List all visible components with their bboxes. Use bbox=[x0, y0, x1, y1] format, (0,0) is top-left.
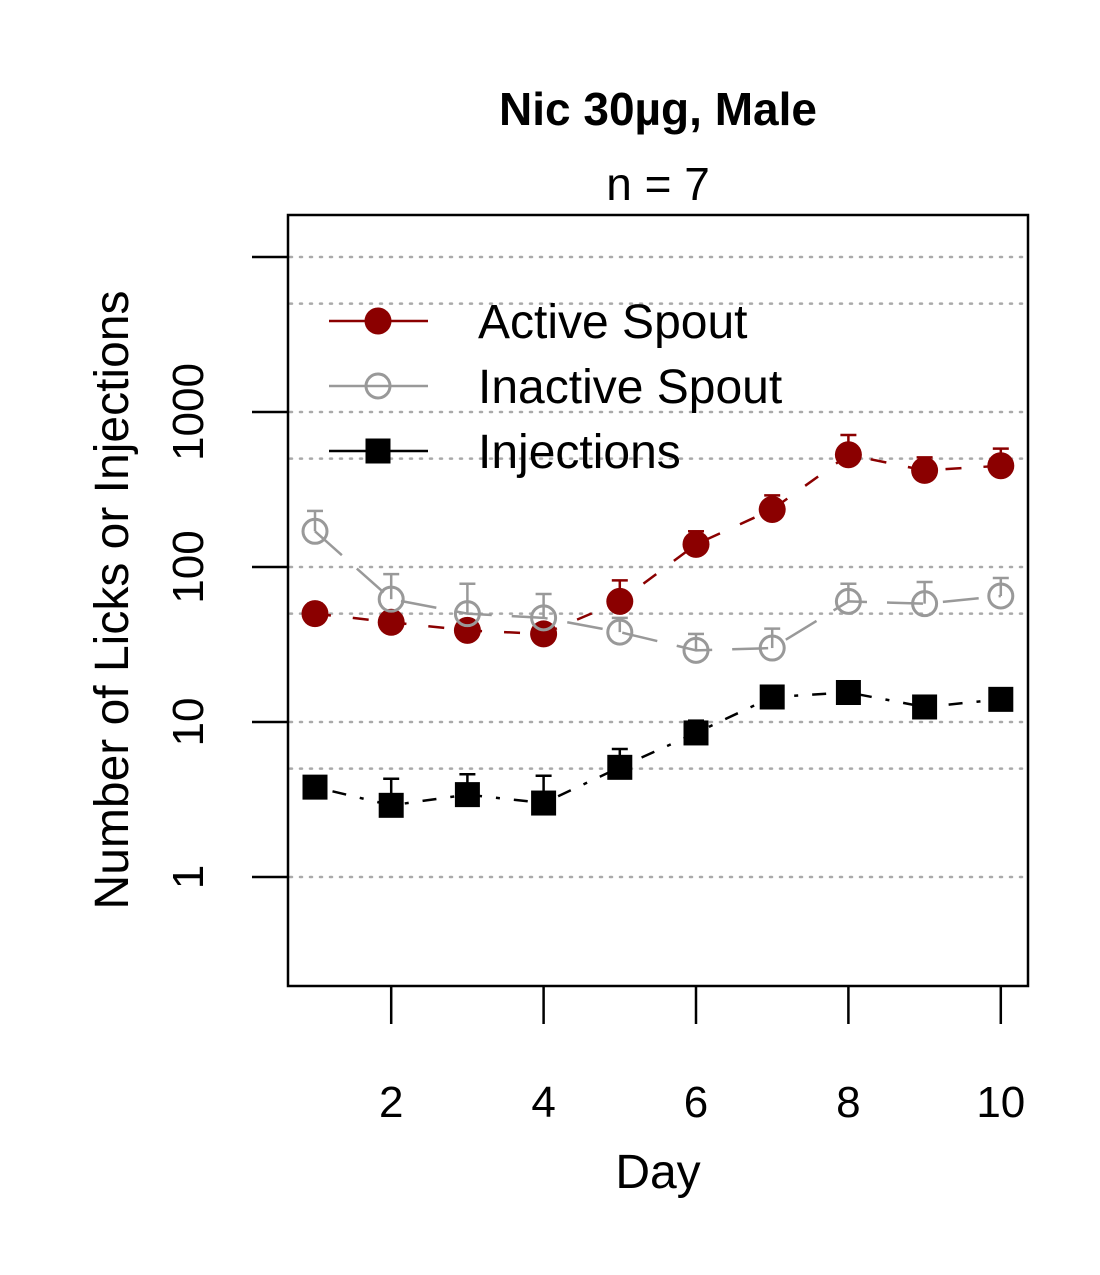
inactive-spout-point bbox=[987, 582, 1015, 610]
active-spout-line bbox=[314, 453, 1001, 636]
injections-point bbox=[988, 686, 1014, 712]
inactive-spout-point bbox=[911, 590, 939, 618]
chart-subtitle: n = 7 bbox=[606, 158, 710, 210]
injections-point bbox=[683, 720, 709, 746]
injections-point bbox=[378, 792, 404, 818]
y-tick-label: 100 bbox=[164, 530, 213, 603]
inactive-spout-point bbox=[377, 585, 405, 613]
injections-legend-marker bbox=[365, 438, 391, 464]
injections-point bbox=[454, 782, 480, 808]
active-spout-point bbox=[606, 587, 634, 615]
injections-point bbox=[912, 694, 938, 720]
inactive-spout-line bbox=[314, 530, 1001, 652]
injections-series bbox=[302, 679, 1014, 818]
y-axis-label: Number of Licks or Injections bbox=[86, 291, 139, 910]
inactive-spout-point bbox=[530, 604, 558, 632]
active-spout-legend-marker bbox=[364, 307, 392, 335]
injections-point bbox=[531, 790, 557, 816]
injections-legend-label: Injections bbox=[478, 426, 681, 479]
active-spout-legend-label: Active Spout bbox=[478, 296, 747, 349]
inactive-spout-point bbox=[606, 618, 634, 646]
active-spout-point bbox=[758, 495, 786, 523]
x-axis: 2 4 6 8 10 bbox=[379, 986, 1025, 1127]
injections-point bbox=[759, 684, 785, 710]
legend: Active Spout Inactive Spout Injections bbox=[329, 296, 782, 479]
injections-point bbox=[302, 774, 328, 800]
inactive-spout-point bbox=[453, 600, 481, 628]
y-tick-label: 1 bbox=[164, 865, 213, 889]
x-tick-label: 4 bbox=[531, 1078, 555, 1127]
active-spout-point bbox=[377, 608, 405, 636]
x-tick-label: 8 bbox=[836, 1078, 860, 1127]
inactive-spout-legend-label: Inactive Spout bbox=[478, 361, 782, 414]
x-tick-label: 10 bbox=[976, 1078, 1025, 1127]
injections-line bbox=[314, 691, 1001, 807]
inactive-spout-series bbox=[301, 509, 1015, 664]
active-spout-point bbox=[911, 456, 939, 484]
gridlines bbox=[288, 255, 1028, 879]
active-spout-point bbox=[682, 530, 710, 558]
y-tick-label: 10 bbox=[164, 698, 213, 747]
active-spout-point bbox=[987, 452, 1015, 480]
inactive-spout-point bbox=[301, 517, 329, 545]
injections-point bbox=[835, 679, 861, 705]
x-tick-label: 6 bbox=[684, 1078, 708, 1127]
inactive-spout-point bbox=[834, 587, 862, 615]
chart-title: Nic 30µg, Male bbox=[499, 83, 817, 135]
y-axis: 1 10 100 1000 bbox=[164, 255, 288, 889]
inactive-spout-legend-marker bbox=[364, 372, 392, 400]
plot-frame bbox=[286, 213, 1030, 988]
injections-point bbox=[607, 754, 633, 780]
x-tick-label: 2 bbox=[379, 1078, 403, 1127]
inactive-spout-point bbox=[758, 634, 786, 662]
x-axis-label: Day bbox=[615, 1146, 700, 1199]
inactive-spout-point bbox=[682, 636, 710, 664]
active-spout-point bbox=[834, 441, 862, 469]
active-spout-point bbox=[301, 600, 329, 628]
y-tick-label: 1000 bbox=[164, 363, 213, 461]
series-layer bbox=[301, 433, 1015, 818]
